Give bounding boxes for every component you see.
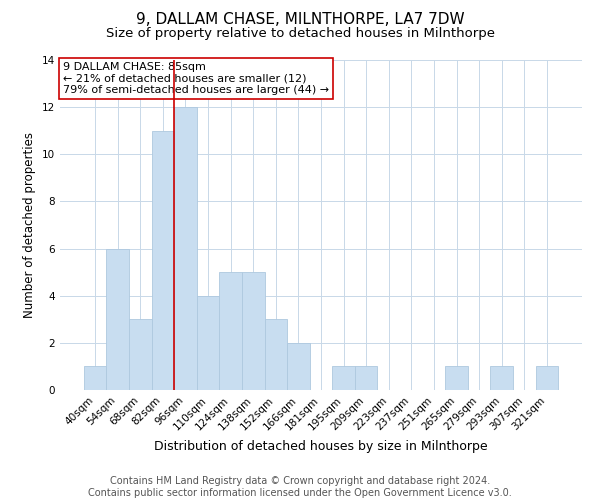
Bar: [129, 320, 152, 390]
Bar: [355, 366, 377, 390]
Bar: [445, 366, 468, 390]
X-axis label: Distribution of detached houses by size in Milnthorpe: Distribution of detached houses by size …: [154, 440, 488, 453]
Bar: [332, 366, 355, 390]
Bar: [490, 366, 513, 390]
Bar: [220, 272, 242, 390]
Bar: [197, 296, 220, 390]
Text: 9 DALLAM CHASE: 85sqm
← 21% of detached houses are smaller (12)
79% of semi-deta: 9 DALLAM CHASE: 85sqm ← 21% of detached …: [62, 62, 329, 95]
Text: 9, DALLAM CHASE, MILNTHORPE, LA7 7DW: 9, DALLAM CHASE, MILNTHORPE, LA7 7DW: [136, 12, 464, 28]
Bar: [84, 366, 106, 390]
Bar: [106, 248, 129, 390]
Bar: [536, 366, 558, 390]
Bar: [242, 272, 265, 390]
Bar: [152, 130, 174, 390]
Text: Contains HM Land Registry data © Crown copyright and database right 2024.
Contai: Contains HM Land Registry data © Crown c…: [88, 476, 512, 498]
Text: Size of property relative to detached houses in Milnthorpe: Size of property relative to detached ho…: [106, 28, 494, 40]
Y-axis label: Number of detached properties: Number of detached properties: [23, 132, 37, 318]
Bar: [174, 107, 197, 390]
Bar: [265, 320, 287, 390]
Bar: [287, 343, 310, 390]
